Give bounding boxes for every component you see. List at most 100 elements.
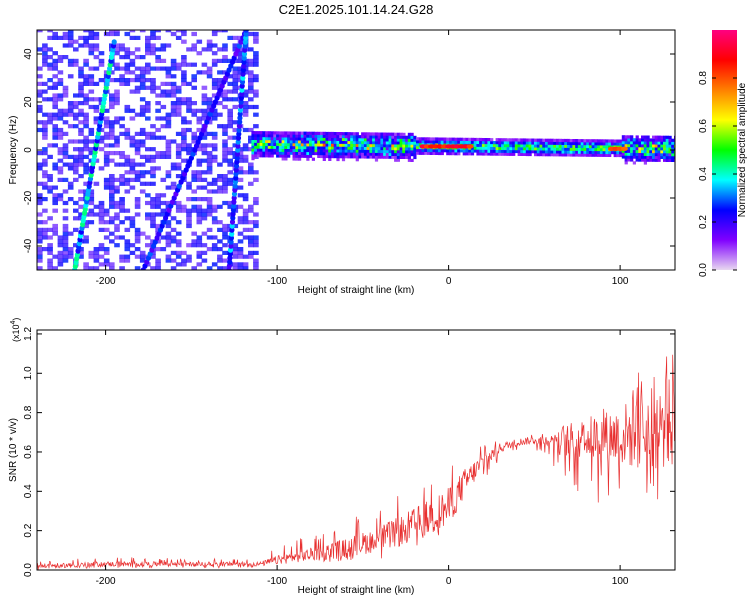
carrier-band-cell xyxy=(534,150,538,154)
heatmap-cell xyxy=(42,227,48,232)
carrier-band-cell xyxy=(564,144,568,148)
carrier-band-cell xyxy=(501,152,505,156)
heatmap-cell xyxy=(253,235,259,240)
carrier-band-cell xyxy=(281,140,285,144)
carrier-band-cell xyxy=(369,132,373,136)
heatmap-cell xyxy=(109,78,115,83)
carrier-band-cell xyxy=(385,147,389,151)
heatmap-cell xyxy=(129,89,136,94)
heatmap-cell xyxy=(217,239,223,244)
carrier-band-cell xyxy=(627,149,631,153)
heatmap-cell xyxy=(47,97,53,102)
carrier-band-cell xyxy=(627,135,631,139)
heatmap-cell xyxy=(47,243,53,248)
heatmap-cell xyxy=(170,81,177,86)
carrier-band-cell xyxy=(306,154,310,158)
heatmap-cell xyxy=(37,66,43,71)
heatmap-cell xyxy=(165,235,172,240)
carrier-band-cell xyxy=(652,152,656,157)
carrier-band-cell xyxy=(495,141,499,145)
heatmap-cell xyxy=(242,216,249,221)
heatmap-cell xyxy=(37,258,43,263)
heatmap-cell xyxy=(62,247,69,252)
carrier-band-cell xyxy=(380,149,384,153)
carrier-band-cell xyxy=(638,138,642,142)
heatmap-cell xyxy=(42,55,48,60)
carrier-band-cell xyxy=(470,140,475,144)
heatmap-cell xyxy=(217,177,223,182)
carrier-band-cell xyxy=(427,140,431,144)
heatmap-cell xyxy=(248,47,254,52)
heatmap-cell xyxy=(181,250,187,255)
carrier-band-cell xyxy=(331,131,335,136)
heatmap-cell xyxy=(78,197,84,202)
colorbar: 0.00.20.40.60.8 Normalized spectral ampl… xyxy=(698,30,748,277)
carrier-band-cell xyxy=(413,147,417,151)
carrier-band-cell xyxy=(347,132,351,136)
carrier-band-cell xyxy=(429,137,433,141)
carrier-band-cell xyxy=(621,141,625,145)
heatmap-cell xyxy=(211,216,218,221)
carrier-band-cell xyxy=(457,149,461,153)
heatmap-cell xyxy=(37,266,43,270)
heatmap-cell xyxy=(222,174,228,179)
heatmap-cell xyxy=(78,120,84,125)
carrier-band-cell xyxy=(407,155,411,160)
carrier-band-cell xyxy=(608,150,612,155)
heatmap-cell xyxy=(98,97,105,102)
carrier-band-cell xyxy=(660,141,664,145)
heatmap-cell xyxy=(145,243,151,248)
heatmap-cell xyxy=(160,247,167,252)
carrier-band-cell xyxy=(295,143,299,147)
heatmap-cell xyxy=(217,162,223,167)
heatmap-cell xyxy=(47,266,53,270)
drift-line-mark xyxy=(228,239,234,245)
carrier-band-cell xyxy=(481,143,486,147)
carrier-band-cell xyxy=(284,137,288,141)
carrier-band-cell xyxy=(550,150,554,154)
carrier-band-cell xyxy=(336,149,340,153)
carrier-band-cell xyxy=(608,142,612,146)
heatmap-cell xyxy=(186,208,192,213)
heatmap-cell xyxy=(73,227,79,232)
carrier-band-cell xyxy=(514,144,518,148)
heatmap-cell xyxy=(119,124,125,129)
carrier-band-cell xyxy=(350,146,354,150)
carrier-band-cell xyxy=(638,144,642,148)
heatmap-cell xyxy=(119,154,125,159)
carrier-band-cell xyxy=(545,144,549,148)
heatmap-cell xyxy=(232,243,239,248)
heatmap-cell xyxy=(175,143,182,148)
carrier-band-cell xyxy=(641,135,645,139)
carrier-band-cell xyxy=(473,143,477,147)
heatmap-cell xyxy=(170,162,177,167)
heatmap-cell xyxy=(165,220,172,225)
carrier-band-cell xyxy=(635,135,639,139)
heatmap-cell xyxy=(181,258,187,263)
heatmap-cell xyxy=(129,162,136,167)
carrier-band-cell xyxy=(665,141,669,145)
heatmap-cell xyxy=(186,181,192,186)
heatmap-cell xyxy=(242,227,249,232)
heatmap-cell xyxy=(170,101,177,106)
heatmap-cell xyxy=(83,81,89,86)
carrier-band-cell xyxy=(449,149,453,153)
carrier-band-cell xyxy=(314,134,318,138)
heatmap-cell xyxy=(73,177,79,182)
carrier-band-cell xyxy=(314,146,318,150)
carrier-band-cell xyxy=(438,149,442,153)
carrier-band-cell xyxy=(394,158,398,162)
carrier-band-cell xyxy=(262,131,266,135)
carrier-band-cell xyxy=(289,151,293,155)
carrier-band-cell xyxy=(256,134,261,138)
heatmap-cell xyxy=(88,197,95,202)
carrier-band-cell xyxy=(311,137,315,141)
heatmap-cell xyxy=(227,177,233,182)
y-tick-label: 0.2 xyxy=(23,523,34,537)
carrier-band-cell xyxy=(481,149,486,153)
heatmap-cell xyxy=(134,177,141,182)
carrier-band-cell xyxy=(303,140,307,144)
carrier-band-cell xyxy=(405,147,409,151)
carrier-band-cell xyxy=(341,152,346,156)
heatmap-cell xyxy=(42,97,48,102)
